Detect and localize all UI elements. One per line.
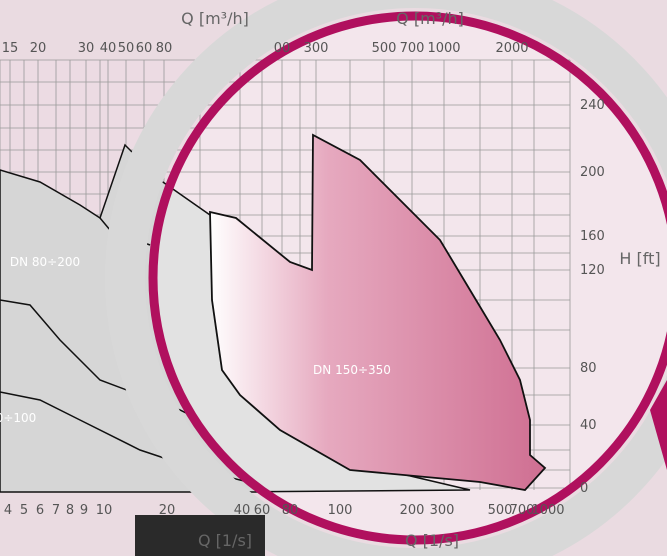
axis-label: H [ft] [619, 249, 660, 268]
region-label: DN 150÷350 [313, 363, 391, 377]
tick-label: 100 [328, 503, 353, 518]
tick-label: 1000 [427, 41, 460, 56]
tick-label: 15 [2, 41, 19, 56]
tick-label: 5 [20, 503, 28, 518]
tick-label: 80 [156, 41, 173, 56]
tick-label: 200 [580, 165, 605, 180]
tick-label: 40 [100, 41, 117, 56]
tick-label: 700 [400, 41, 425, 56]
tick-label: 50 [118, 41, 135, 56]
lens-border [148, 11, 667, 545]
tick-label: 40 [234, 503, 251, 518]
tick-label: 200 [400, 503, 425, 518]
tick-label: 300 [304, 41, 329, 56]
axis-label: Q [m³/h] [396, 9, 464, 28]
tick-label: 60 [254, 503, 271, 518]
tick-label: 1000 [531, 503, 564, 518]
tick-label: 20 [159, 503, 176, 518]
tick-label: 700 [510, 503, 535, 518]
tick-label: 120 [580, 263, 605, 278]
tick-label: 7 [52, 503, 60, 518]
tick-label: 80 [580, 361, 597, 376]
axis-label: Q [1/s] [198, 531, 252, 550]
tick-label: 80 [282, 503, 299, 518]
tick-label: 500 [488, 503, 513, 518]
tick-label: 30 [78, 41, 95, 56]
region-label: DN 80÷200 [10, 255, 80, 269]
tick-label: 2000 [495, 41, 528, 56]
tick-label: 0 [580, 481, 588, 496]
tick-label: 20 [30, 41, 47, 56]
tick-label: 40 [580, 418, 597, 433]
tick-label: 4 [4, 503, 12, 518]
tick-label: 8 [66, 503, 74, 518]
lens-ring [105, 0, 667, 560]
tick-label: 9 [80, 503, 88, 518]
pink-region [209, 133, 547, 491]
arrow [650, 380, 667, 470]
photo-fragment [135, 515, 265, 556]
right-ticks: 240 200 160 120 80 40 0 [580, 98, 605, 496]
axis-label: Q [m³/h] [181, 9, 249, 28]
axis-label: Q [1/s] [405, 531, 459, 550]
tick-label: 6 [36, 503, 44, 518]
region-label: 0÷100 [0, 411, 36, 425]
tick-label: 00 [274, 41, 291, 56]
top-ticks: 15 20 30 40 50 60 80 00 300 500 700 1000 2000 [2, 41, 529, 56]
tick-label: 160 [580, 229, 605, 244]
tick-label: 10 [96, 503, 113, 518]
tick-label: 60 [136, 41, 153, 56]
tick-label: 500 [372, 41, 397, 56]
tick-label: 300 [430, 503, 455, 518]
tick-label: 240 [580, 98, 605, 113]
